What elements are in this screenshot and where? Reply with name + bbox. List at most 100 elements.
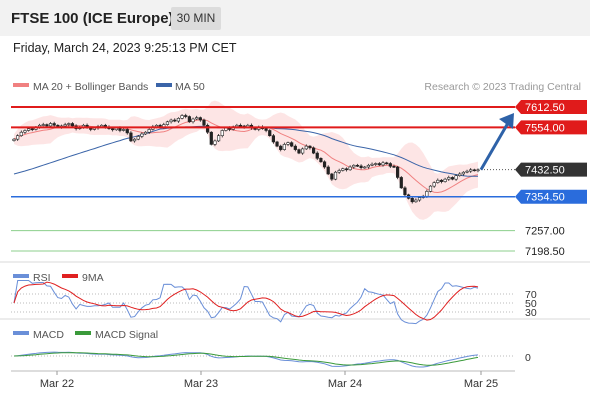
candle	[301, 147, 305, 155]
resistance-level-label: 7612.50	[525, 102, 565, 114]
candle	[220, 129, 224, 138]
chart-header: FTSE 100 (ICE Europe) 30 MIN	[0, 0, 590, 36]
macd-signal-legend-swatch	[75, 331, 91, 335]
projection-arrow-shaft	[479, 122, 510, 171]
candle	[447, 175, 451, 181]
price-layer	[12, 100, 480, 220]
candle	[125, 128, 129, 135]
candle	[304, 144, 308, 150]
candle	[195, 115, 199, 121]
candle	[348, 165, 352, 171]
candle	[52, 121, 56, 127]
candle	[472, 168, 476, 172]
candle	[388, 162, 392, 169]
candle	[169, 118, 173, 124]
candle	[129, 131, 133, 142]
macd-legend-label: MACD	[33, 329, 64, 341]
candle	[12, 138, 16, 142]
candle	[363, 165, 367, 169]
rsi-line	[13, 280, 479, 325]
candle	[140, 132, 144, 139]
candle	[173, 118, 177, 123]
candle	[315, 151, 319, 161]
candle	[290, 141, 294, 148]
candle	[271, 133, 276, 144]
candle	[264, 127, 268, 133]
macd-line	[13, 351, 479, 368]
candle	[198, 116, 202, 122]
candle	[469, 168, 473, 173]
candle	[19, 130, 23, 137]
candle	[385, 161, 389, 165]
timeframe-button[interactable]: 30 MIN	[171, 7, 221, 30]
rsi-50-label: 50	[525, 298, 537, 310]
instrument-title: FTSE 100 (ICE Europe)	[11, 10, 174, 27]
last-label-box	[515, 162, 587, 177]
candle	[216, 133, 221, 142]
candle	[63, 122, 67, 127]
rsi-30-label: 30	[525, 307, 537, 319]
resistance-label-box	[515, 120, 587, 135]
candle	[279, 144, 283, 152]
candle	[333, 170, 338, 181]
candle	[311, 146, 316, 155]
rsi-ma-line	[13, 281, 479, 321]
bollinger-band	[14, 100, 478, 220]
candle	[308, 145, 312, 150]
candle	[344, 167, 349, 172]
candle	[23, 129, 27, 134]
candle	[70, 122, 75, 127]
candle	[396, 165, 400, 180]
support-label-box	[515, 189, 587, 204]
level-layer: 7612.50 7554.00 7432.50 7354.50 7257.00 7198.…	[11, 100, 587, 258]
candle	[450, 176, 455, 181]
candle	[202, 118, 206, 127]
candle	[392, 164, 396, 169]
candle	[410, 196, 414, 204]
candle	[432, 181, 436, 188]
rsi-70-label: 70	[525, 289, 537, 301]
candle	[206, 123, 210, 134]
candle	[122, 128, 126, 132]
candle	[381, 161, 385, 167]
credit-text: Research © 2023 Trading Central	[424, 81, 581, 93]
candle	[176, 117, 181, 123]
candle	[282, 142, 286, 151]
candle	[341, 167, 345, 172]
candle	[67, 122, 71, 127]
candle	[454, 174, 458, 181]
candle	[461, 171, 465, 176]
ma20-legend-label: MA 20 + Bollinger Bands	[33, 81, 148, 93]
macd-zero-label: 0	[525, 352, 531, 364]
candle	[352, 164, 356, 169]
candle	[326, 165, 330, 175]
candle	[136, 135, 140, 141]
x-tick-label: Mar 25	[464, 378, 498, 390]
candle	[132, 138, 137, 143]
candle	[374, 162, 378, 166]
candle	[147, 128, 151, 134]
candle	[443, 177, 447, 183]
candle	[436, 178, 440, 184]
candle	[366, 163, 370, 169]
ma50-legend-swatch	[156, 83, 172, 87]
candle	[330, 172, 334, 181]
candle	[184, 113, 188, 119]
target-level-label: 7198.50	[525, 246, 565, 258]
candle	[355, 163, 360, 167]
macd-signal-line	[13, 352, 479, 366]
candle	[370, 162, 374, 167]
candle	[268, 129, 272, 137]
candle	[275, 140, 279, 148]
x-axis-ticks: Mar 22 Mar 23 Mar 24 Mar 25	[40, 371, 498, 390]
resistance-label-box	[515, 100, 587, 114]
candle	[48, 122, 53, 127]
ma20-legend-swatch	[13, 83, 29, 87]
x-tick-label: Mar 24	[328, 378, 362, 390]
candle	[143, 131, 148, 135]
candle	[337, 168, 341, 174]
candle	[16, 134, 20, 141]
support-level-label: 7354.50	[525, 192, 565, 204]
ma50-legend-label: MA 50	[175, 81, 205, 93]
